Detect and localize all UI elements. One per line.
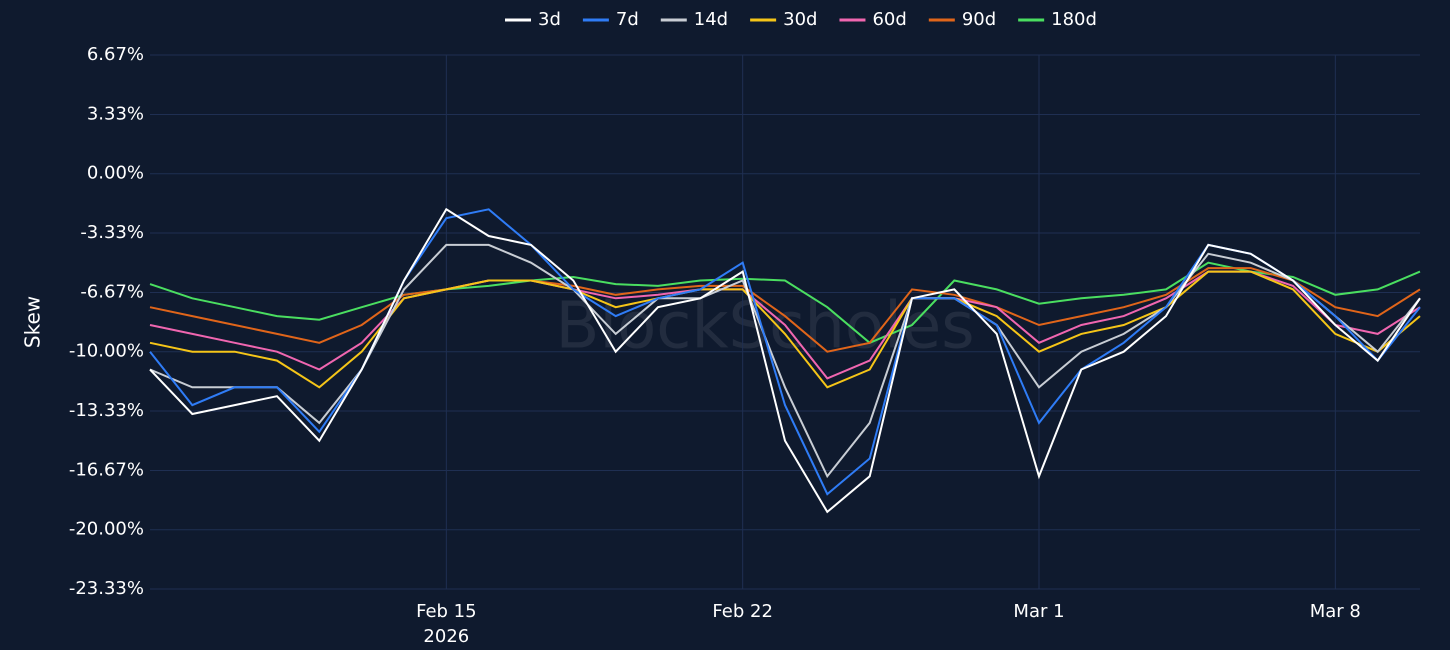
y-tick-label: -16.67% xyxy=(69,459,144,480)
series-line xyxy=(149,267,1421,353)
y-axis-label: Skew xyxy=(21,296,45,348)
y-tick-label: -3.33% xyxy=(80,222,144,243)
legend-label: 180d xyxy=(1051,9,1097,30)
series-line xyxy=(149,207,1421,514)
y-tick-label: -13.33% xyxy=(69,400,144,421)
x-tick-label: Feb 15 xyxy=(416,601,477,622)
x-tick-label: Feb 22 xyxy=(712,601,773,622)
legend-label: 3d xyxy=(538,9,561,30)
y-tick-label: -23.33% xyxy=(69,578,144,599)
y-tick-label: -10.00% xyxy=(69,341,144,362)
x-tick-label: Mar 8 xyxy=(1310,601,1361,622)
legend-label: 90d xyxy=(962,9,996,30)
legend-label: 7d xyxy=(616,9,639,30)
series-line xyxy=(149,261,1421,344)
x-tick-label: Mar 1 xyxy=(1013,601,1064,622)
y-tick-label: 6.67% xyxy=(87,44,144,65)
y-tick-label: 3.33% xyxy=(87,103,144,124)
series-line xyxy=(149,270,1421,389)
y-tick-label: -20.00% xyxy=(69,519,144,540)
legend-label: 60d xyxy=(872,9,906,30)
y-tick-label: -6.67% xyxy=(80,281,144,302)
x-year-label: 2026 xyxy=(423,626,469,647)
y-tick-label: 0.00% xyxy=(87,163,144,184)
legend-label: 14d xyxy=(694,9,728,30)
legend-label: 30d xyxy=(783,9,817,30)
